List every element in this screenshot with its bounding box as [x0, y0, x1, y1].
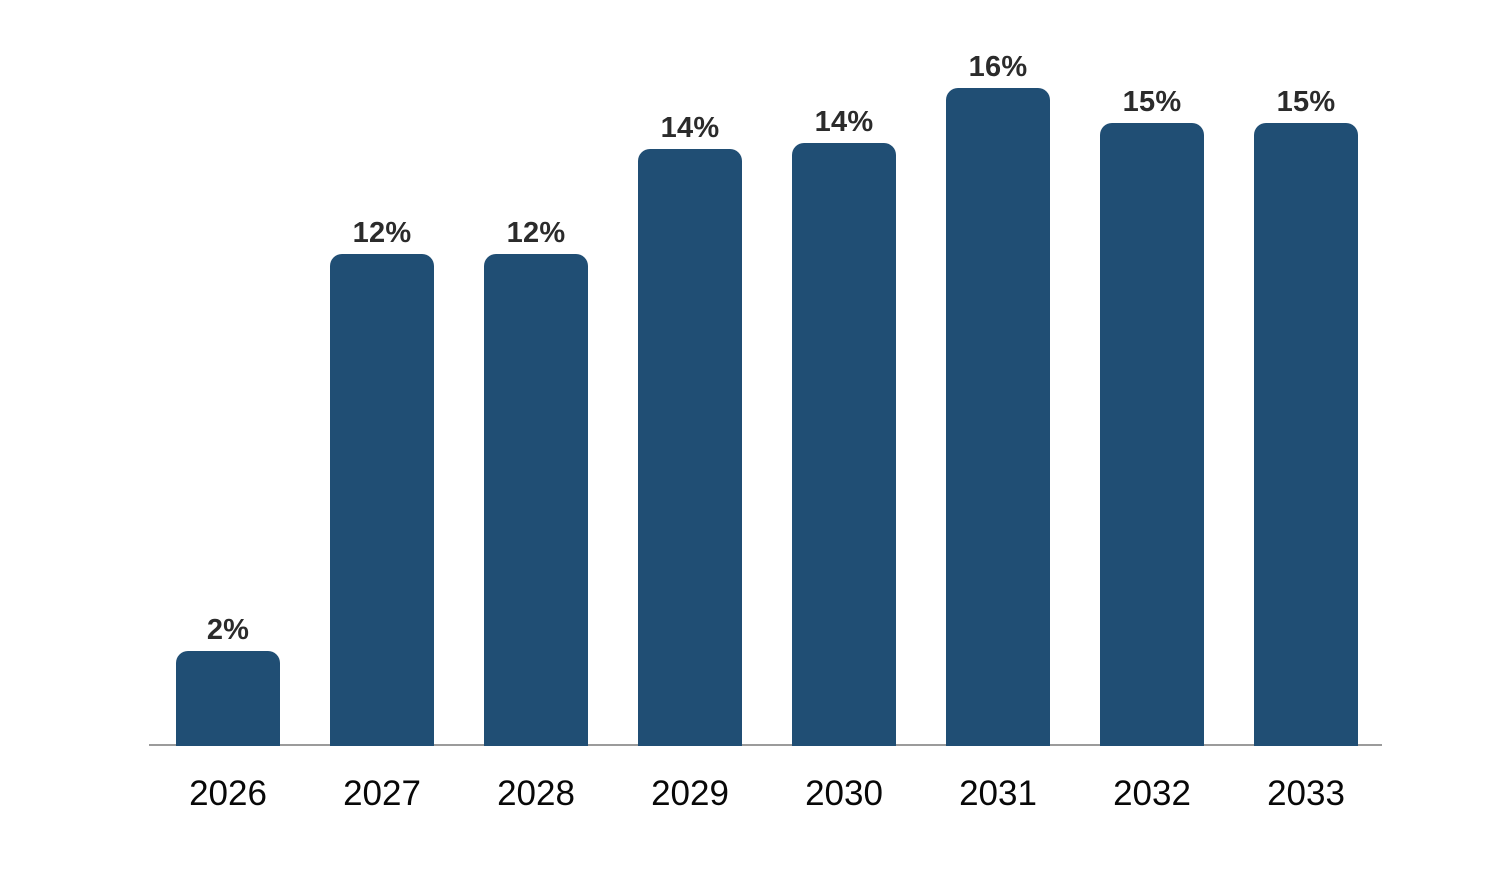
x-tick-label-2032: 2032: [1113, 774, 1191, 813]
bar-value-label-2031: 16%: [968, 51, 1028, 83]
bar-2031: [946, 88, 1050, 746]
x-tick-label-2031: 2031: [959, 774, 1037, 813]
bar-value-label-2032: 15%: [1122, 86, 1182, 118]
bar-2027: [330, 254, 434, 746]
bar-2032: [1100, 123, 1204, 746]
bar-2028: [484, 254, 588, 746]
bar-2026: [176, 651, 280, 746]
bar-value-label-2027: 12%: [352, 217, 412, 249]
bar-value-label-2028: 12%: [506, 217, 566, 249]
bar-value-label-2030: 14%: [814, 106, 874, 138]
x-tick-label-2029: 2029: [651, 774, 729, 813]
bar-2030: [792, 143, 896, 746]
x-tick-label-2030: 2030: [805, 774, 883, 813]
bar-2029: [638, 149, 742, 746]
bar-value-label-2029: 14%: [660, 112, 720, 144]
bar-value-label-2026: 2%: [206, 614, 250, 646]
x-tick-label-2027: 2027: [343, 774, 421, 813]
bar-value-label-2033: 15%: [1276, 86, 1336, 118]
x-axis-line: [149, 744, 1382, 746]
x-tick-label-2026: 2026: [189, 774, 267, 813]
x-tick-label-2028: 2028: [497, 774, 575, 813]
x-tick-label-2033: 2033: [1267, 774, 1345, 813]
bar-2033: [1254, 123, 1358, 746]
